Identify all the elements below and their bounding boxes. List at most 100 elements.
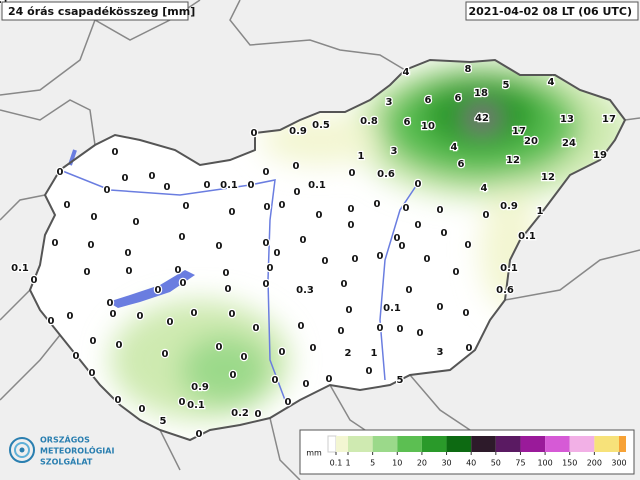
station-value: 0 <box>183 201 190 212</box>
station-value: 0 <box>112 147 119 158</box>
station-value: 3 <box>437 347 444 358</box>
station-value: 0 <box>437 302 444 313</box>
station-value: 0 <box>88 240 95 251</box>
station-value: 0 <box>180 278 187 289</box>
station-value: 18 <box>474 88 488 99</box>
precip-shading <box>110 60 625 420</box>
station-value: 0 <box>115 395 122 406</box>
station-value: 0.1 <box>518 231 536 242</box>
legend-swatch <box>495 436 521 452</box>
station-value: 0 <box>255 409 262 420</box>
legend-label: 30 <box>441 459 451 468</box>
station-value: 0.1 <box>220 180 238 191</box>
legend-swatch <box>421 436 447 452</box>
station-value: 0.1 <box>11 263 29 274</box>
legend-label: 1 <box>345 459 350 468</box>
station-value: 0 <box>225 284 232 295</box>
station-value: 0 <box>441 228 448 239</box>
station-value: 0 <box>248 180 255 191</box>
station-value: 0 <box>415 220 422 231</box>
station-value: 6 <box>455 93 462 104</box>
station-value: 0 <box>346 305 353 316</box>
station-value: 0 <box>241 352 248 363</box>
station-value: 0 <box>341 279 348 290</box>
station-value: 13 <box>560 114 574 125</box>
title-box <box>1 1 189 21</box>
logo-line: ORSZÁGOS <box>40 434 90 445</box>
station-value: 0.9 <box>500 201 518 212</box>
station-value: 0.1 <box>500 263 518 274</box>
station-value: 0.9 <box>191 382 209 393</box>
station-value: 0 <box>466 343 473 354</box>
station-value: 5 <box>160 416 167 427</box>
country-border <box>28 58 627 442</box>
station-value: 0 <box>57 167 64 178</box>
station-value: 0 <box>294 187 301 198</box>
station-value: 0 <box>116 340 123 351</box>
station-value: 0 <box>406 285 413 296</box>
station-value: 0 <box>348 220 355 231</box>
station-value: 0 <box>348 204 355 215</box>
station-value: 0 <box>216 342 223 353</box>
station-value: 10 <box>421 121 435 132</box>
legend-label: 20 <box>417 459 427 468</box>
station-value: 0.6 <box>496 285 514 296</box>
station-value: 0 <box>229 309 236 320</box>
legend-swatch <box>569 436 595 452</box>
station-value: 0 <box>374 199 381 210</box>
station-value: 1 <box>537 206 544 217</box>
station-value: 0 <box>230 370 237 381</box>
station-value: 0 <box>67 311 74 322</box>
station-value: 0 <box>352 254 359 265</box>
station-value: 6 <box>458 159 465 170</box>
station-value: 1 <box>358 151 365 162</box>
lake <box>108 270 195 308</box>
station-value: 0 <box>122 173 129 184</box>
station-value: 0 <box>104 185 111 196</box>
station-value: 0 <box>64 200 71 211</box>
station-value: 3 <box>386 97 393 108</box>
station-value: 0 <box>397 324 404 335</box>
station-value: 2 <box>345 348 352 359</box>
station-value: 0 <box>326 374 333 385</box>
station-value: 0 <box>300 235 307 246</box>
station-value: 0 <box>125 248 132 259</box>
legend-swatch <box>471 436 496 452</box>
station-value: 0 <box>204 180 211 191</box>
station-value: 5 <box>503 80 510 91</box>
station-value: 0 <box>251 128 258 139</box>
station-value: 0 <box>149 171 156 182</box>
station-value: 6 <box>404 117 411 128</box>
station-value: 20 <box>524 136 538 147</box>
logo-line: METEOROLÓGIAI <box>40 445 114 456</box>
legend-swatch <box>372 436 398 452</box>
station-value: 4 <box>451 142 458 153</box>
station-value: 0 <box>316 210 323 221</box>
legend-swatch <box>397 436 422 452</box>
station-value: 0 <box>162 349 169 360</box>
time-box <box>465 1 639 21</box>
station-value: 0 <box>298 321 305 332</box>
legend-label: 10 <box>392 459 402 468</box>
station-value: 12 <box>541 172 555 183</box>
station-value: 0 <box>399 241 406 252</box>
legend-swatch <box>520 436 546 452</box>
station-value: 17 <box>512 126 526 137</box>
station-value: 19 <box>593 150 607 161</box>
station-value: 0 <box>137 311 144 322</box>
station-value: 0 <box>303 379 310 390</box>
station-value: 0 <box>223 268 230 279</box>
logo-line: SZOLGÁLAT <box>40 456 93 467</box>
timestamp: 2021-04-02 08 LT (06 UTC) <box>468 5 632 18</box>
station-value: 0 <box>279 347 286 358</box>
station-value: 4 <box>403 67 410 78</box>
station-value: 5 <box>397 375 404 386</box>
station-value: 0.5 <box>312 120 330 131</box>
station-value: 0.1 <box>308 180 326 191</box>
station-value: 0 <box>110 309 117 320</box>
legend-label: 150 <box>562 459 577 468</box>
station-value: 0 <box>84 267 91 278</box>
station-value: 0 <box>253 323 260 334</box>
